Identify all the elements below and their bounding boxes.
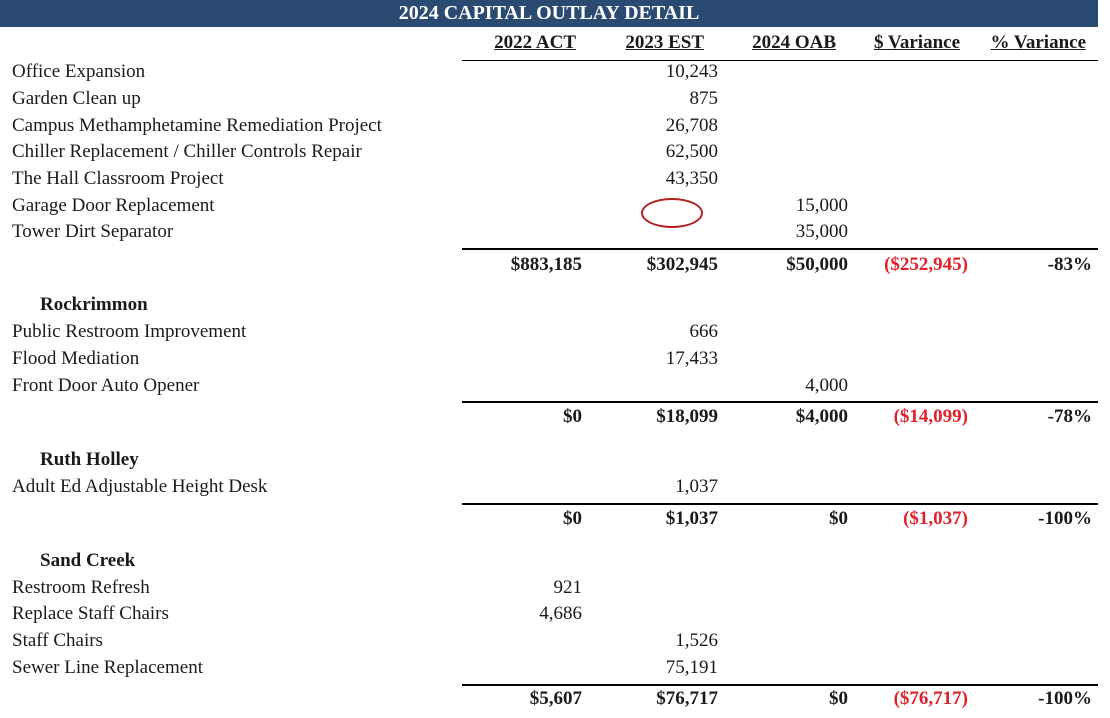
value-2023-est: 75,191 [665,657,718,678]
total-2024-oab: $0 [829,688,848,709]
line-item-label: Staff Chairs [12,630,103,651]
value-2023-est: 43,350 [665,168,718,189]
section-heading: Rockrimmon [40,294,148,315]
total-dollar-variance: ($76,717) [893,688,968,709]
line-item-label: Tower Dirt Separator [12,221,174,242]
total-dollar-variance: ($14,099) [893,406,968,427]
value-2024-oab: 4,000 [805,375,848,396]
line-item-label: Front Door Auto Opener [12,375,200,396]
line-item-label: Chiller Replacement / Chiller Controls R… [12,141,362,162]
value-2022-act: 921 [553,577,583,598]
value-2023-est: 10,243 [665,61,718,82]
total-2022-act: $0 [563,508,582,529]
line-item-label: Replace Staff Chairs [12,603,169,624]
line-item-label: Adult Ed Adjustable Height Desk [12,476,268,497]
total-2023-est: $76,717 [656,688,718,709]
total-rule [462,684,1098,686]
line-item-label: Garage Door Replacement [12,195,215,216]
section-heading: Sand Creek [40,550,136,571]
line-item-label: Restroom Refresh [12,577,150,598]
total-rule [462,248,1098,250]
line-item-label: The Hall Classroom Project [12,168,224,189]
col-header-dollar-variance: $ Variance [873,32,960,53]
total-2024-oab: $50,000 [786,254,848,275]
value-2023-est: 666 [689,321,719,342]
total-2024-oab: $0 [829,508,848,529]
col-header-2022-act: 2022 ACT [494,32,576,53]
line-item-label: Office Expansion [12,61,146,82]
annotation-circle [641,198,703,228]
total-dollar-variance: ($1,037) [903,508,968,529]
value-2023-est: 1,526 [675,630,718,651]
total-percent-variance: -100% [1038,688,1092,709]
line-item-label: Flood Mediation [12,348,140,369]
total-2023-est: $18,099 [656,406,718,427]
col-header-percent-variance: % Variance [990,32,1086,53]
total-2024-oab: $4,000 [795,406,848,427]
section-heading: Ruth Holley [40,449,139,470]
total-percent-variance: -100% [1038,508,1092,529]
total-2022-act: $883,185 [510,254,582,275]
line-item-label: Sewer Line Replacement [12,657,203,678]
col-header-2024-oab: 2024 OAB [752,32,836,53]
total-2023-est: $1,037 [665,508,718,529]
value-2023-est: 26,708 [665,115,718,136]
total-2022-act: $0 [563,406,582,427]
line-item-label: Campus Methamphetamine Remediation Proje… [12,115,382,136]
col-header-2023-est: 2023 EST [625,32,704,53]
value-2024-oab: 35,000 [795,221,848,242]
value-2023-est: 17,433 [665,348,718,369]
line-item-label: Public Restroom Improvement [12,321,247,342]
total-rule [462,503,1098,505]
total-percent-variance: -83% [1047,254,1092,275]
total-rule [462,401,1098,403]
value-2023-est: 62,500 [665,141,718,162]
value-2023-est: 875 [689,88,719,109]
total-percent-variance: -78% [1047,406,1092,427]
value-2024-oab: 15,000 [795,195,848,216]
header-rule [462,60,1098,61]
total-dollar-variance: ($252,945) [884,254,968,275]
report-title: 2024 CAPITAL OUTLAY DETAIL [0,0,1098,27]
value-2022-act: 4,686 [539,603,582,624]
total-2023-est: $302,945 [646,254,718,275]
value-2023-est: 1,037 [675,476,718,497]
line-item-label: Garden Clean up [12,88,141,109]
total-2022-act: $5,607 [529,688,582,709]
